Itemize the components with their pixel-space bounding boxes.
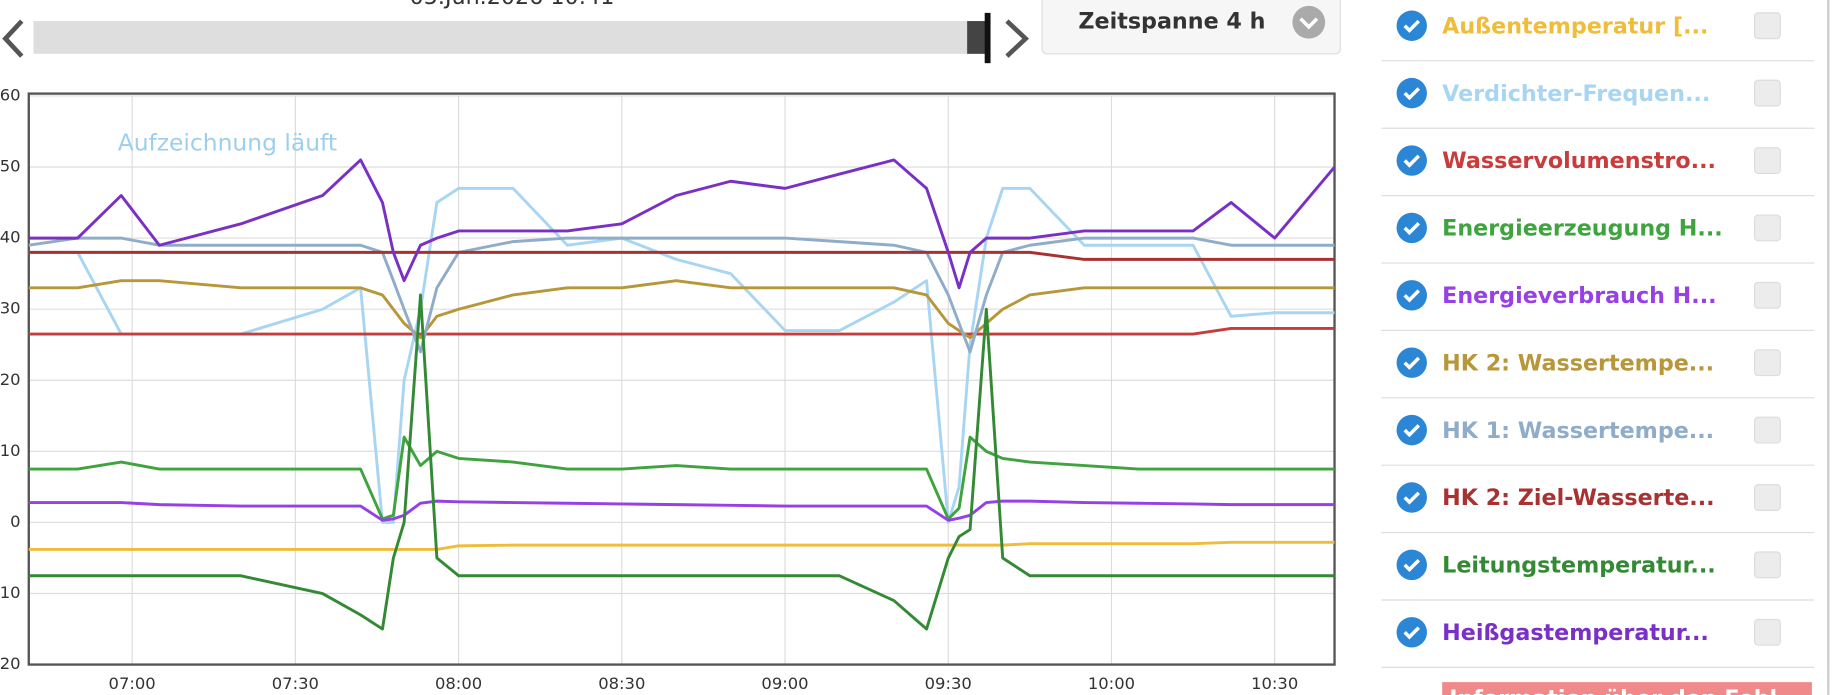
x-tick-label: 10:00	[1088, 674, 1135, 693]
x-tick-label: 09:30	[925, 674, 972, 693]
y-tick-label: 0	[10, 512, 20, 531]
error-info: Information über den Fehl	[1449, 686, 1777, 695]
checkbox[interactable]	[1753, 416, 1781, 444]
legend-label: Heißgastemperatur...	[1442, 620, 1709, 646]
legend-item[interactable]: Wasservolumenstro...	[1381, 145, 1815, 197]
timespan-dropdown[interactable]	[1041, 0, 1341, 55]
legend-label: Verdichter-Frequen...	[1442, 81, 1710, 107]
checkbox[interactable]	[1753, 79, 1781, 107]
check-mark	[1403, 289, 1421, 303]
x-tick-label: 10:30	[1251, 674, 1298, 693]
legend-label: Leitungstemperatur...	[1442, 553, 1716, 579]
check-mark	[1403, 558, 1421, 573]
legend-item[interactable]: Energieerzeugung H...	[1381, 212, 1815, 264]
series-line	[28, 279, 1335, 340]
plot-frame	[27, 92, 1336, 666]
series-line	[28, 186, 1335, 524]
next-button[interactable]	[1005, 19, 1030, 58]
series-line	[28, 435, 1335, 521]
series-line	[28, 540, 1335, 551]
checkbox[interactable]	[1753, 147, 1781, 174]
legend-label: Energieverbrauch H...	[1442, 283, 1716, 309]
dropdown-chevron	[1299, 17, 1319, 30]
y-tick-label: 30	[0, 299, 21, 318]
check-mark	[1403, 356, 1421, 370]
y-tick-label: 40	[0, 228, 21, 247]
y-tick-label: -20	[0, 654, 21, 673]
time-slider[interactable]	[33, 21, 990, 54]
legend-item[interactable]: HK 1: Wassertempe...	[1381, 414, 1815, 466]
legend-item[interactable]: Verdichter-Frequen...	[1381, 77, 1815, 129]
legend-label: HK 1: Wassertempe...	[1442, 418, 1714, 444]
legend-item[interactable]: Außentemperatur [...	[1381, 10, 1815, 62]
checkbox[interactable]	[1753, 551, 1781, 579]
checkbox[interactable]	[1753, 349, 1781, 377]
legend-label: Wasservolumenstro...	[1442, 148, 1716, 174]
check-mark	[1403, 154, 1421, 168]
check-mark	[1403, 222, 1421, 236]
legend-item[interactable]: Heißgastemperatur...	[1381, 617, 1815, 668]
date-label: 05.Jun.2026 10:41	[410, 0, 615, 10]
y-tick-label: 20	[0, 370, 21, 389]
legend-label: HK 2: Wassertempe...	[1442, 350, 1714, 376]
series-line	[28, 293, 1335, 631]
series-line	[28, 499, 1335, 522]
checkbox[interactable]	[1753, 281, 1781, 309]
check-mark	[1403, 424, 1421, 438]
check-mark	[1403, 87, 1421, 101]
checkbox[interactable]	[1753, 484, 1781, 511]
dropdown-icon	[1292, 5, 1326, 39]
y-tick-label: 10	[0, 441, 21, 460]
legend-label: Außentemperatur [...	[1442, 13, 1708, 39]
legend-item[interactable]: Leitungstemperatur...	[1381, 549, 1815, 601]
checkbox[interactable]	[1753, 12, 1781, 40]
check-mark	[1403, 491, 1421, 505]
slider-handle[interactable]	[967, 21, 988, 54]
checkbox[interactable]	[1753, 214, 1781, 242]
series-line	[28, 250, 1335, 261]
x-tick-label: 07:30	[272, 674, 319, 693]
series-line	[28, 158, 1336, 290]
y-tick-label: -10	[0, 583, 21, 602]
x-tick-label: 08:30	[598, 674, 645, 693]
x-tick-label: 07:00	[109, 674, 156, 693]
legend-item[interactable]: Energieverbrauch H...	[1381, 280, 1815, 332]
error-info-box[interactable]	[1442, 682, 1812, 695]
series-line	[28, 326, 1335, 336]
x-tick-label: 08:00	[435, 674, 482, 693]
x-tick-label: 09:00	[761, 674, 808, 693]
series-line	[28, 236, 1335, 354]
check-mark	[1403, 19, 1421, 33]
check-mark	[1403, 626, 1421, 640]
prev-button[interactable]	[2, 19, 24, 58]
legend-item[interactable]: HK 2: Wassertempe...	[1381, 347, 1815, 399]
annotation: Aufzeichnung läuft	[118, 128, 337, 156]
legend-label: HK 2: Ziel-Wasserte...	[1442, 485, 1714, 511]
y-tick-label: 60	[0, 85, 21, 104]
y-tick-label: 50	[0, 157, 21, 176]
checkbox[interactable]	[1753, 618, 1781, 646]
legend-item[interactable]: HK 2: Ziel-Wasserte...	[1381, 482, 1815, 534]
slider-marker	[984, 12, 991, 64]
legend-label: Energieerzeugung H...	[1442, 216, 1723, 242]
timespan-label: Zeitspanne 4 h	[1078, 9, 1265, 35]
